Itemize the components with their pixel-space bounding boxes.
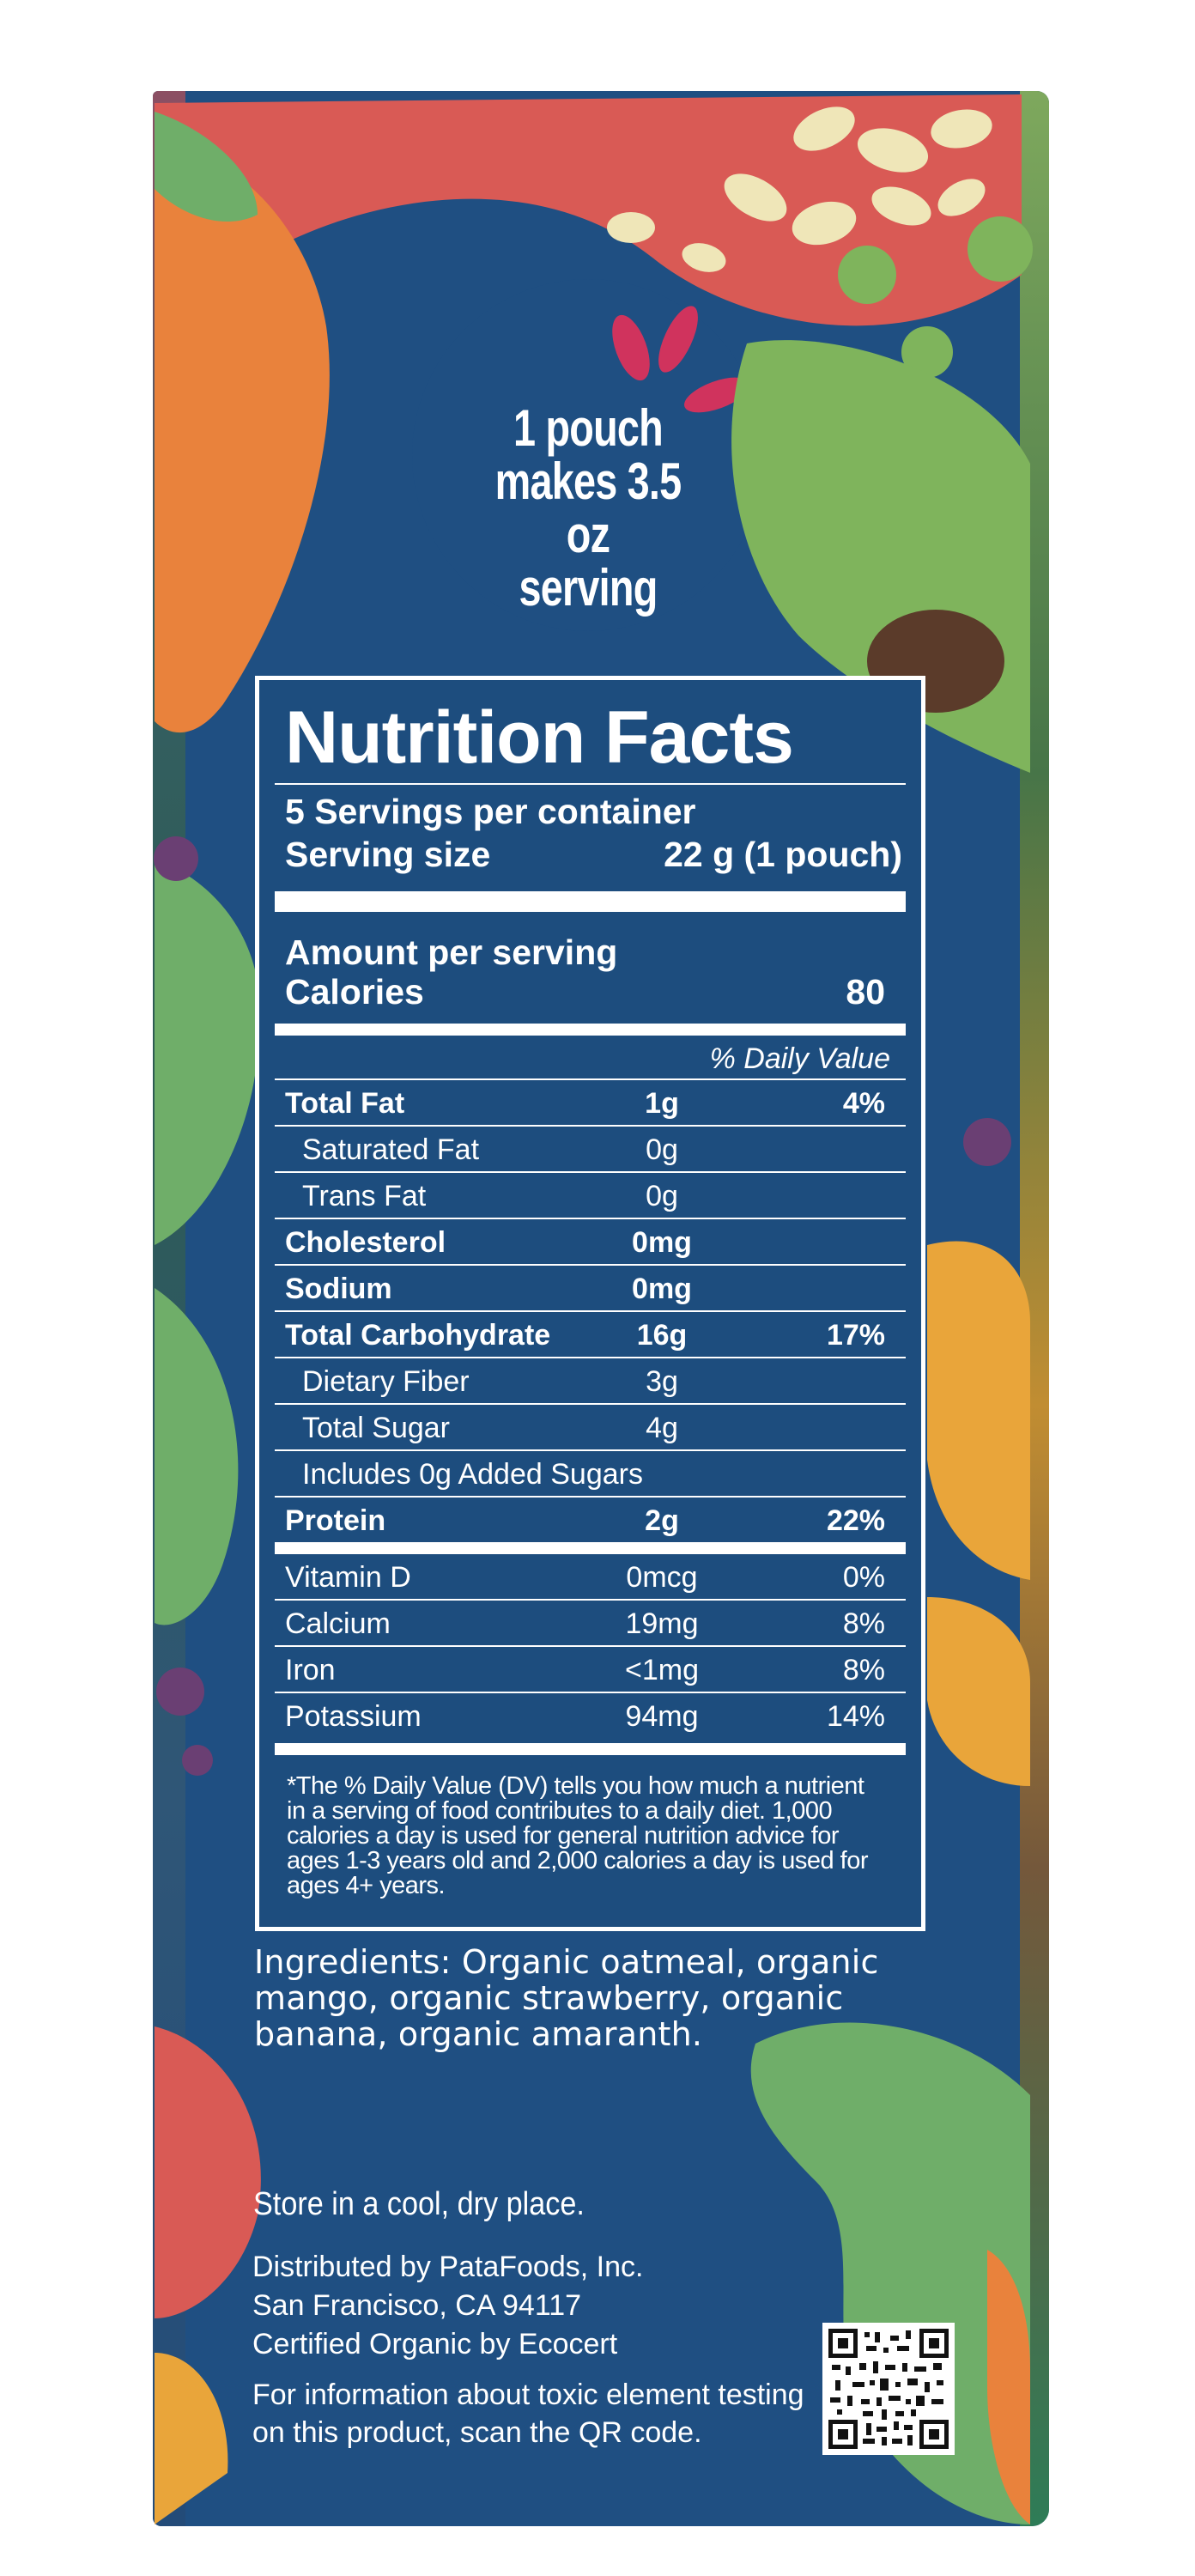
serving-size-row: Serving size 22 g (1 pouch) xyxy=(275,833,906,876)
vitamin-amount: 19mg xyxy=(625,1607,699,1640)
strawberry-shape-bottom xyxy=(155,2026,261,2318)
nutrient-row: Trans Fat 0g xyxy=(275,1171,906,1218)
qr-note-line: For information about toxic element test… xyxy=(252,2379,804,2411)
nutrient-name: Saturated Fat xyxy=(302,1133,480,1166)
nutrient-name: Trans Fat xyxy=(302,1180,427,1212)
vitamin-name: Potassium xyxy=(285,1700,422,1733)
nutrition-facts-panel: Nutrition Facts 5 Servings per container… xyxy=(255,676,925,1931)
serving-size-bubble: 1 pouch makes 3.5 oz serving xyxy=(494,402,682,615)
amount-per-serving: Amount per serving xyxy=(285,933,618,972)
qr-code[interactable] xyxy=(822,2323,955,2455)
carrot-shape xyxy=(155,152,330,733)
serving-bubble-line-2: makes 3.5 oz xyxy=(494,453,682,563)
medium-divider xyxy=(275,1542,906,1554)
distributor-line: Distributed by PataFoods, Inc. xyxy=(252,2251,644,2283)
leaf-shape-left-lower xyxy=(155,1288,239,1625)
vitamin-daily-value: 14% xyxy=(826,1700,885,1733)
vitamin-row: Vitamin D 0mcg 0% xyxy=(275,1554,906,1601)
nutrient-amount: 16g xyxy=(636,1319,688,1352)
nutrient-name: Includes 0g Added Sugars xyxy=(302,1458,643,1491)
leaf-shape-top-left xyxy=(155,112,258,222)
vitamin-daily-value: 8% xyxy=(842,1607,885,1640)
distributor-line: Certified Organic by Ecocert xyxy=(252,2328,618,2360)
green-peas xyxy=(838,216,1033,378)
thick-divider xyxy=(275,891,906,912)
nutrient-row: Total Carbohydrate 16g 17% xyxy=(275,1310,906,1357)
vitamin-row: Potassium 94mg 14% xyxy=(275,1693,906,1740)
serving-bubble-line-3: serving xyxy=(519,559,658,617)
orange-shape-bottom-right xyxy=(987,2250,1030,2524)
nutrient-name: Cholesterol xyxy=(285,1226,446,1259)
nutrient-daily-value: 22% xyxy=(826,1504,885,1537)
nutrient-name: Sodium xyxy=(285,1273,392,1305)
servings-per-container: 5 Servings per container xyxy=(285,792,696,831)
vitamin-daily-value: 0% xyxy=(842,1561,885,1594)
nutrient-amount: 4g xyxy=(646,1412,678,1444)
qr-code-icon xyxy=(828,2329,949,2449)
nutrient-row: Dietary Fiber 3g xyxy=(275,1357,906,1403)
nutrient-name: Total Sugar xyxy=(302,1412,450,1444)
vitamin-daily-value: 8% xyxy=(842,1654,885,1686)
nutrition-facts-title: Nutrition Facts xyxy=(285,696,794,779)
vitamin-name: Iron xyxy=(285,1654,336,1686)
strawberry-shape-top xyxy=(155,94,1022,326)
nutrient-row: Cholesterol 0mg xyxy=(275,1218,906,1264)
petal-icon xyxy=(684,377,749,413)
distributor-info: Distributed by PataFoods, Inc. San Franc… xyxy=(252,2248,643,2364)
nutrient-name: Protein xyxy=(285,1504,386,1537)
oat-flakes xyxy=(607,106,992,272)
vitamin-amount: 0mcg xyxy=(626,1561,698,1594)
serving-size-label: Serving size xyxy=(285,835,491,874)
serving-bubble-line-1: 1 pouch xyxy=(513,399,664,457)
blueberries xyxy=(154,836,1011,1776)
vitamin-name: Vitamin D xyxy=(285,1561,411,1594)
vitamin-amount: <1mg xyxy=(625,1654,699,1686)
nutrient-amount: 0mg xyxy=(632,1226,692,1259)
mango-shape-right-lower xyxy=(927,1597,1030,1786)
petal-icon xyxy=(612,314,650,381)
nutrient-row: Sodium 0mg xyxy=(275,1264,906,1310)
calories-value: 80 xyxy=(846,972,885,1012)
nutrient-row: Total Sugar 4g xyxy=(275,1403,906,1449)
nutrient-name: Total Carbohydrate xyxy=(285,1319,551,1352)
nutrient-name: Total Fat xyxy=(285,1087,405,1120)
qr-note-line: on this product, scan the QR code. xyxy=(252,2416,702,2449)
mango-shape-right xyxy=(927,1241,1030,1580)
serving-bubble-circle xyxy=(412,279,764,631)
petal-icon xyxy=(658,306,698,373)
nutrient-amount: 0g xyxy=(646,1133,678,1166)
daily-value-header: % Daily Value xyxy=(709,1042,890,1075)
nutrient-row: Includes 0g Added Sugars xyxy=(275,1449,906,1496)
nutrient-amount: 0mg xyxy=(632,1273,692,1305)
storage-instructions: Store in a cool, dry place. xyxy=(253,2186,585,2222)
nutrient-row: Protein 2g 22% xyxy=(275,1496,906,1542)
leaf-shape-left-middle xyxy=(155,859,261,1245)
serving-size-value: 22 g (1 pouch) xyxy=(664,835,902,874)
nutrient-daily-value: 17% xyxy=(826,1319,885,1352)
nutrient-amount: 2g xyxy=(645,1504,679,1537)
nutrient-row: Saturated Fat 0g xyxy=(275,1125,906,1171)
vitamin-name: Calcium xyxy=(285,1607,391,1640)
medium-divider xyxy=(275,1024,906,1036)
nutrient-amount: 1g xyxy=(645,1087,679,1120)
calories-row: Calories 80 xyxy=(275,972,906,1012)
vitamin-row: Iron <1mg 8% xyxy=(275,1647,906,1693)
calories-label: Calories xyxy=(285,972,424,1012)
daily-value-footnote: *The % Daily Value (DV) tells you how mu… xyxy=(287,1772,868,1899)
qr-code-note: For information about toxic element test… xyxy=(252,2376,819,2451)
ingredients-text: Ingredients: Organic oatmeal, organic ma… xyxy=(254,1943,879,2053)
leaf-shape-bottom-right xyxy=(750,2022,1030,2524)
medium-divider xyxy=(275,1743,906,1755)
vitamin-row: Calcium 19mg 8% xyxy=(275,1601,906,1647)
vitamin-amount: 94mg xyxy=(625,1700,699,1733)
distributor-line: San Francisco, CA 94117 xyxy=(252,2289,582,2322)
mango-shape-bottom-left xyxy=(155,2353,228,2524)
nutrient-daily-value: 4% xyxy=(842,1087,885,1120)
divider xyxy=(275,783,906,785)
nutrient-amount: 0g xyxy=(646,1180,678,1212)
nutrient-name: Dietary Fiber xyxy=(302,1365,470,1398)
nutrient-amount: 3g xyxy=(646,1365,678,1398)
nutrient-row: Total Fat 1g 4% xyxy=(275,1078,906,1125)
